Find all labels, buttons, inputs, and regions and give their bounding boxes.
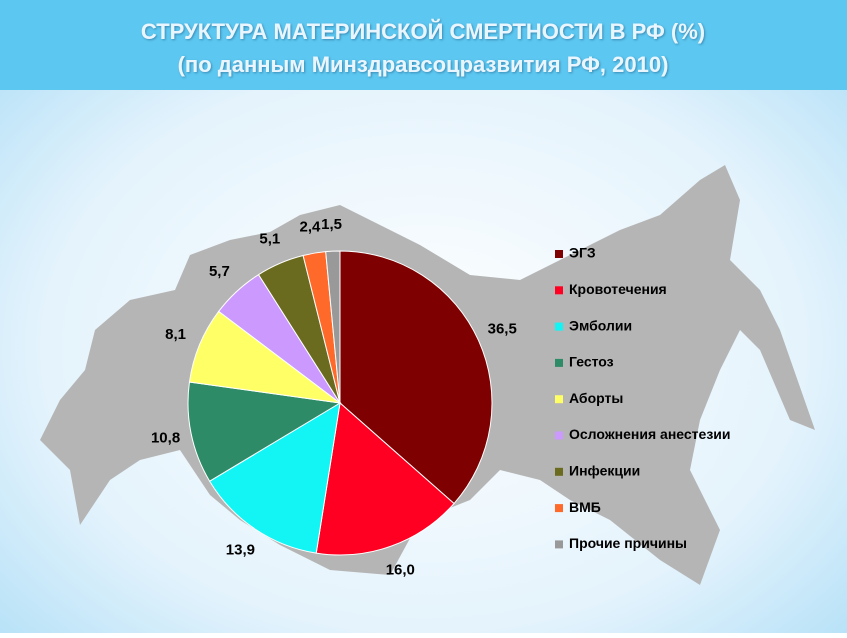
legend-swatch	[555, 467, 563, 476]
chart-title: СТРУКТУРА МАТЕРИНСКОЙ СМЕРТНОСТИ В РФ (%…	[141, 19, 705, 44]
legend: ЭГЗ Кровотечения Эмболии Гестоз Аборты Осложн…	[555, 245, 731, 551]
legend-swatch	[555, 250, 563, 258]
pie-slice	[325, 250, 341, 404]
legend-label: ВМБ	[569, 499, 601, 515]
legend-swatch	[555, 286, 563, 295]
legend-swatch	[555, 504, 563, 513]
legend-label: Прочие причины	[569, 535, 687, 551]
pie: 36,5 16,0 13,9 10,8 8,1 5,7 5,1 2,4 1,5	[151, 216, 517, 578]
pie-slice	[315, 402, 455, 556]
data-label: 36,5	[488, 321, 517, 338]
data-label: 8,1	[165, 326, 186, 343]
legend-label: ЭГЗ	[569, 245, 596, 261]
legend-swatch	[555, 540, 563, 549]
legend-swatch	[555, 322, 563, 331]
legend-label: Инфекции	[569, 463, 640, 479]
pie-slice	[208, 402, 341, 554]
pie-slice	[339, 250, 493, 505]
data-label: 10,8	[151, 430, 180, 447]
legend-label: Кровотечения	[569, 281, 667, 297]
data-label: 16,0	[386, 561, 415, 578]
data-label: 5,7	[209, 263, 230, 280]
legend-label: Эмболии	[569, 317, 632, 333]
legend-swatch	[555, 431, 563, 440]
legend-label: Осложнения анестезии	[569, 426, 731, 442]
legend-swatch	[555, 395, 563, 404]
legend-label: Гестоз	[569, 354, 614, 370]
chart-subtitle: (по данным Минздравсоцразвития РФ, 2010)	[178, 52, 669, 77]
legend-swatch	[555, 358, 563, 367]
legend-label: Аборты	[569, 390, 623, 406]
pie-slice	[187, 381, 342, 482]
data-label: 5,1	[259, 230, 280, 247]
title-band	[0, 0, 847, 90]
data-label: 13,9	[226, 542, 255, 559]
data-label: 2,4	[300, 219, 322, 236]
data-label: 1,5	[321, 216, 342, 233]
